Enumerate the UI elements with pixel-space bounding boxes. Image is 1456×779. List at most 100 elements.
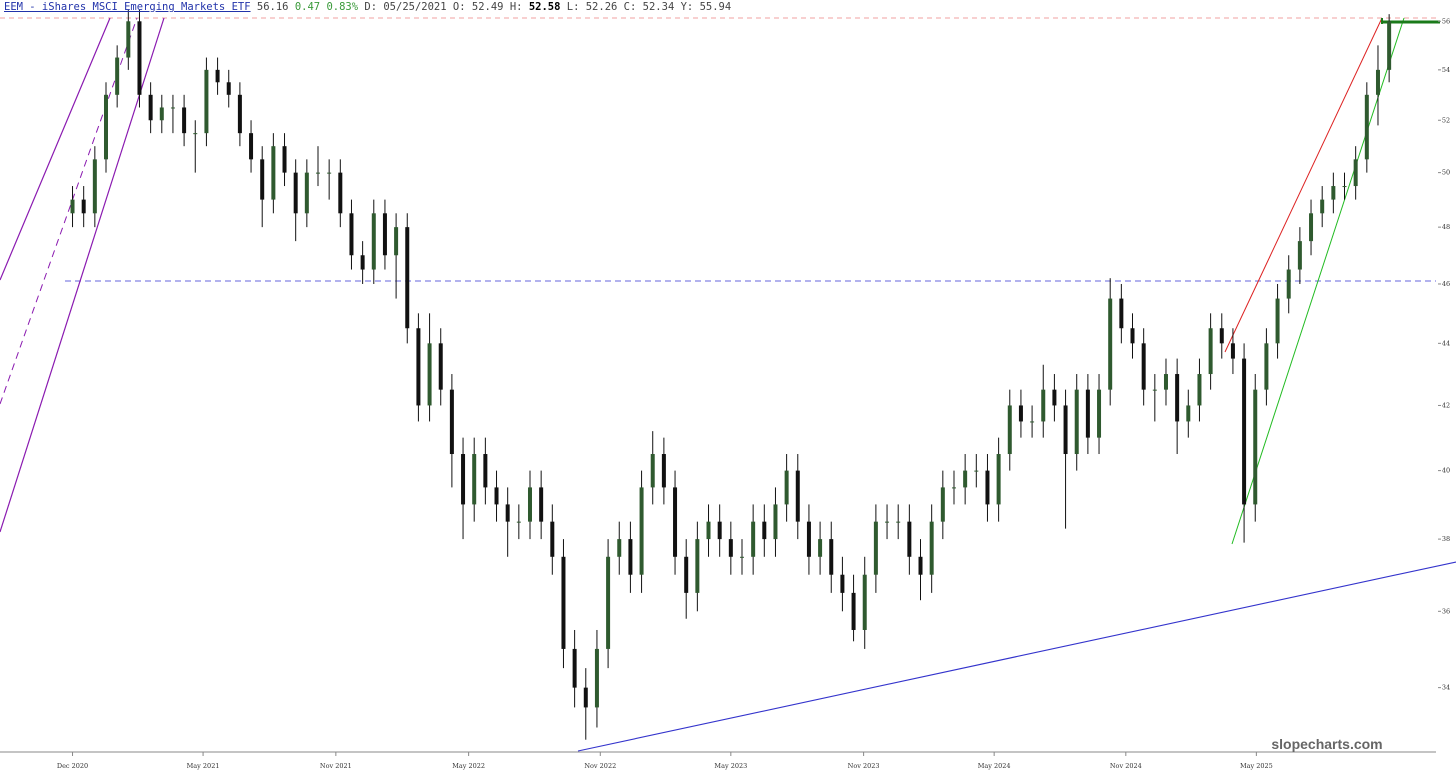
candle-body: [918, 556, 923, 575]
candle-body: [762, 521, 767, 540]
x-tick-label: Dec 2020: [57, 762, 88, 770]
candle-body: [1230, 343, 1235, 359]
ticker-title[interactable]: EEM - iShares MSCI Emerging Markets ETF: [4, 1, 251, 13]
x-tick-label: May 2025: [1240, 762, 1273, 770]
candle-body: [963, 470, 968, 488]
x-tick-label: May 2024: [978, 762, 1011, 770]
candle-body: [427, 343, 432, 406]
candle-body: [1152, 389, 1157, 391]
candle-body: [840, 574, 845, 593]
candle-body: [494, 487, 499, 505]
y-tick-label: 40: [1442, 467, 1450, 475]
candle-body: [382, 213, 387, 256]
candle-body: [1364, 94, 1369, 160]
candle-body: [1197, 374, 1202, 406]
candle-body: [137, 21, 142, 95]
candle-body: [226, 82, 231, 95]
candle-body: [661, 454, 666, 488]
candle-body: [293, 172, 298, 214]
candle-body: [650, 454, 655, 488]
candle-body: [739, 556, 744, 558]
channel-line: [0, 17, 165, 533]
candle-body: [92, 159, 97, 214]
candle-body: [985, 470, 990, 505]
candle-body: [472, 454, 477, 505]
candle-body: [1097, 389, 1102, 438]
x-tick-label: Nov 2024: [1110, 762, 1142, 770]
candle-body: [282, 146, 287, 173]
candle-body: [360, 255, 365, 270]
candle-body: [862, 574, 867, 630]
candle-body: [159, 107, 164, 121]
candle-body: [751, 521, 756, 557]
candle-body: [126, 21, 131, 58]
candle-body: [1119, 298, 1124, 329]
candle-body: [315, 172, 320, 174]
candle-body: [684, 556, 689, 593]
candle-body: [673, 487, 678, 557]
candle-body: [1041, 389, 1046, 422]
candle-body: [1331, 186, 1336, 200]
candle-body: [1130, 328, 1135, 344]
field-label: H:: [509, 1, 523, 13]
candle-body: [1141, 343, 1146, 390]
y-tick-label: 42: [1442, 401, 1450, 409]
candle-body: [371, 213, 376, 270]
candle-body: [438, 343, 443, 390]
candle-body: [717, 521, 722, 540]
candle-body: [1353, 159, 1358, 187]
field-label: Y:: [680, 1, 694, 13]
candle-body: [449, 389, 454, 455]
candle-body: [818, 539, 823, 557]
candle-body: [795, 470, 800, 522]
x-tick-label: May 2022: [452, 762, 485, 770]
candle-body: [338, 172, 343, 214]
candle-body: [148, 94, 153, 121]
candle-body: [1375, 69, 1380, 95]
candle-body: [1342, 186, 1347, 188]
candle-body: [182, 107, 187, 134]
candle-body: [1018, 405, 1023, 422]
candle-body: [572, 648, 577, 688]
candle-body: [606, 556, 611, 649]
candle-body: [639, 487, 644, 575]
candle-body: [728, 539, 733, 557]
trend-line: [577, 561, 1456, 752]
candle-body: [1052, 389, 1057, 406]
candle-body: [940, 487, 945, 522]
candle-body: [1309, 213, 1314, 242]
candle-body: [539, 487, 544, 522]
channel-line: [0, 17, 111, 281]
candle-body: [170, 107, 175, 109]
change-pct: 0.83%: [326, 1, 359, 13]
candle-body: [249, 133, 254, 160]
field-label: D:: [364, 1, 378, 13]
candle-body: [215, 69, 220, 83]
candle-body: [1085, 389, 1090, 438]
candle-body: [907, 521, 912, 557]
candle-body: [1063, 405, 1068, 455]
candle-body: [1275, 298, 1280, 344]
candle-body: [1253, 389, 1258, 505]
y-tick-label: 34: [1442, 684, 1450, 692]
y-tick-label: 36: [1442, 607, 1450, 615]
y-tick-label: 56: [1442, 17, 1450, 25]
candle-body: [974, 470, 979, 472]
candle-body: [1208, 328, 1213, 375]
field-value: 55.94: [699, 1, 732, 13]
candle-body: [617, 539, 622, 557]
candle-body: [237, 94, 242, 134]
candle-body: [1297, 241, 1302, 270]
field-label: L:: [566, 1, 580, 13]
candle-body: [594, 648, 599, 708]
candle-body: [204, 69, 209, 134]
candle-body: [885, 521, 890, 523]
candle-body: [929, 521, 934, 575]
y-tick-label: 44: [1442, 339, 1450, 347]
candle-body: [561, 556, 566, 649]
candle-body: [81, 199, 86, 214]
candle-body: [806, 521, 811, 557]
candle-body: [304, 172, 309, 214]
candle-body: [1286, 269, 1291, 299]
y-tick-label: 52: [1442, 116, 1450, 124]
